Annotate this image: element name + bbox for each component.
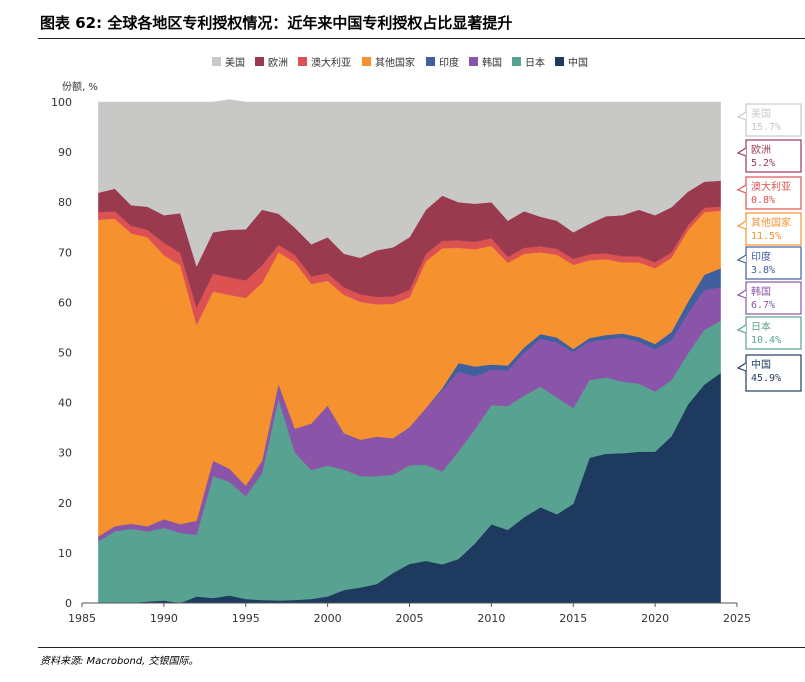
end-label-box — [745, 354, 802, 392]
x-tick-label: 2025 — [723, 612, 751, 625]
legend-label: 日本 — [525, 56, 545, 69]
legend-label: 中国 — [568, 56, 588, 69]
legend-swatch — [426, 57, 435, 66]
legend-swatch — [469, 57, 478, 66]
end-label-pointer — [736, 220, 747, 230]
y-tick-label: 80 — [58, 196, 72, 209]
x-tick-label: 1985 — [68, 612, 96, 625]
x-tick-label: 2020 — [641, 612, 669, 625]
y-tick-label: 90 — [58, 146, 72, 159]
end-label-value: 0.8% — [751, 195, 775, 206]
end-label-pointer — [736, 184, 747, 194]
end-label-name: 中国 — [751, 358, 771, 371]
axes: 1985 1990 1995 2000 2005 2010 2015 2020 2025 0 10 2… — [51, 96, 751, 625]
legend-swatch — [298, 57, 307, 66]
legend-swatch — [362, 57, 371, 66]
x-tick-label: 1995 — [232, 612, 260, 625]
y-tick-label: 10 — [58, 547, 72, 560]
end-label-pointer — [736, 289, 747, 299]
legend-label: 印度 — [439, 56, 459, 69]
area-series — [98, 99, 721, 604]
end-label-name: 印度 — [751, 250, 771, 263]
end-label-name: 日本 — [751, 320, 771, 333]
end-label-name: 美国 — [751, 107, 771, 120]
y-tick-label: 20 — [58, 497, 72, 510]
x-tick-label: 2000 — [314, 612, 342, 625]
end-label-value: 10.4% — [751, 335, 781, 346]
end-label-pointer — [736, 111, 747, 121]
legend-swatch — [512, 57, 521, 66]
y-tick-label: 50 — [58, 347, 72, 360]
end-label-box — [745, 103, 802, 137]
legend-label: 其他国家 — [375, 56, 415, 69]
end-label-box — [745, 316, 802, 350]
y-tick-label: 30 — [58, 447, 72, 460]
legend-swatch — [255, 57, 264, 66]
end-label-value: 5.2% — [751, 158, 775, 169]
legend-label: 欧洲 — [268, 57, 288, 69]
y-tick-label: 0 — [65, 597, 72, 610]
y-tick-label: 100 — [51, 96, 72, 109]
y-tick-label: 40 — [58, 397, 72, 410]
source-note: 资料来源: Macrobond, 交银国际。 — [40, 656, 199, 667]
end-label-value: 15.7% — [751, 122, 781, 133]
legend-label: 美国 — [225, 56, 245, 69]
end-label-name: 澳大利亚 — [751, 180, 791, 193]
end-label-name: 韩国 — [751, 285, 771, 298]
y-axis-label: 份额, % — [62, 80, 98, 93]
end-label-value: 45.9% — [751, 373, 781, 384]
end-label-value: 11.5% — [751, 231, 781, 242]
source-rule — [38, 647, 805, 648]
y-tick-label: 60 — [58, 296, 72, 309]
chart-legend: 美国 欧洲 澳大利亚 其他国家 印度 韩国 日本 中国 — [212, 56, 588, 69]
x-tick-label: 2010 — [477, 612, 505, 625]
x-tick-label: 2005 — [396, 612, 424, 625]
chart-title: 图表 62: 全球各地区专利授权情况：近年来中国专利授权占比显著提升 — [40, 14, 513, 32]
x-tick-label: 1990 — [150, 612, 178, 625]
title-rule — [38, 38, 805, 39]
legend-swatch — [212, 57, 221, 66]
y-tick-label: 70 — [58, 246, 72, 259]
legend-label: 澳大利亚 — [311, 56, 351, 69]
x-tick-label: 2015 — [559, 612, 587, 625]
end-labels: 美国 15.7% 欧洲 5.2% 澳大利亚 0.8% 其他国家 11.5% 印度 3.8% 韩国 6.… — [736, 103, 802, 392]
end-label-value: 3.8% — [751, 265, 775, 276]
area-8 — [98, 99, 721, 267]
end-label-value: 6.7% — [751, 300, 775, 311]
end-label-name: 其他国家 — [751, 216, 791, 229]
legend-label: 韩国 — [482, 56, 502, 69]
end-label-name: 欧洲 — [751, 144, 771, 156]
end-label-box — [745, 281, 802, 315]
end-label-pointer — [736, 324, 747, 334]
end-label-pointer — [736, 147, 747, 157]
end-label-pointer — [736, 362, 747, 372]
legend-swatch — [555, 57, 564, 66]
end-label-box — [745, 139, 802, 173]
end-label-pointer — [736, 254, 747, 264]
